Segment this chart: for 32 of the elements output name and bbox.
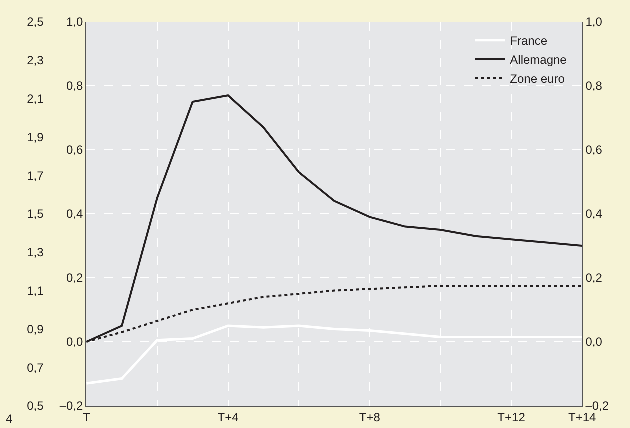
x-tick-label: T bbox=[82, 410, 91, 424]
y3-tick-label: 0,9 bbox=[27, 322, 44, 336]
y-tick-label: 0,0 bbox=[66, 335, 84, 350]
y3-tick-label: 1,1 bbox=[27, 284, 44, 298]
y3-tick-label: 2,3 bbox=[27, 54, 44, 68]
y2-tick-label: 0,0 bbox=[586, 335, 603, 350]
text: 4 bbox=[6, 412, 13, 426]
y-tick-label: 0,6 bbox=[66, 143, 84, 158]
legend-label: Allemagne bbox=[510, 53, 568, 68]
y2-tick-label: 0,2 bbox=[586, 271, 603, 286]
x-tick-label: T+12 bbox=[498, 410, 526, 424]
y-tick-label: 0,4 bbox=[66, 207, 84, 222]
y-tick-label: 1,0 bbox=[66, 15, 84, 30]
x-tick-label: T+4 bbox=[218, 410, 240, 424]
y2-tick-label: 0,4 bbox=[586, 207, 603, 222]
y-tick-label: 0,8 bbox=[66, 79, 84, 94]
legend-label: France bbox=[510, 34, 548, 48]
y3-tick-label: 1,3 bbox=[27, 246, 44, 260]
y2-tick-label: 0,8 bbox=[586, 79, 603, 94]
y2-tick-label: 0,6 bbox=[586, 143, 603, 158]
y3-tick-label: 2,1 bbox=[27, 92, 44, 106]
y3-tick-label: 1,7 bbox=[27, 168, 44, 183]
y-tick-label: 0,2 bbox=[66, 271, 84, 286]
y2-tick-label: 1,0 bbox=[586, 15, 603, 30]
y3-tick-label: 1,5 bbox=[27, 207, 44, 222]
y-tick-label: –0,2 bbox=[60, 399, 84, 414]
y3-tick-label: 2,5 bbox=[27, 15, 44, 30]
y3-tick-label: 1,9 bbox=[27, 130, 44, 144]
legend-label: Zone euro bbox=[510, 72, 566, 86]
y3-tick-label: 0,7 bbox=[27, 360, 44, 375]
y3-tick-label: 0,5 bbox=[27, 399, 44, 414]
x-tick-label: T+8 bbox=[359, 410, 381, 424]
